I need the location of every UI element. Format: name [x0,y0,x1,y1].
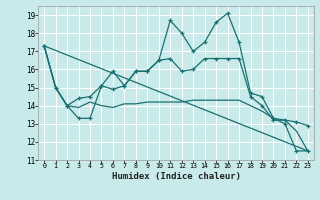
X-axis label: Humidex (Indice chaleur): Humidex (Indice chaleur) [111,172,241,181]
